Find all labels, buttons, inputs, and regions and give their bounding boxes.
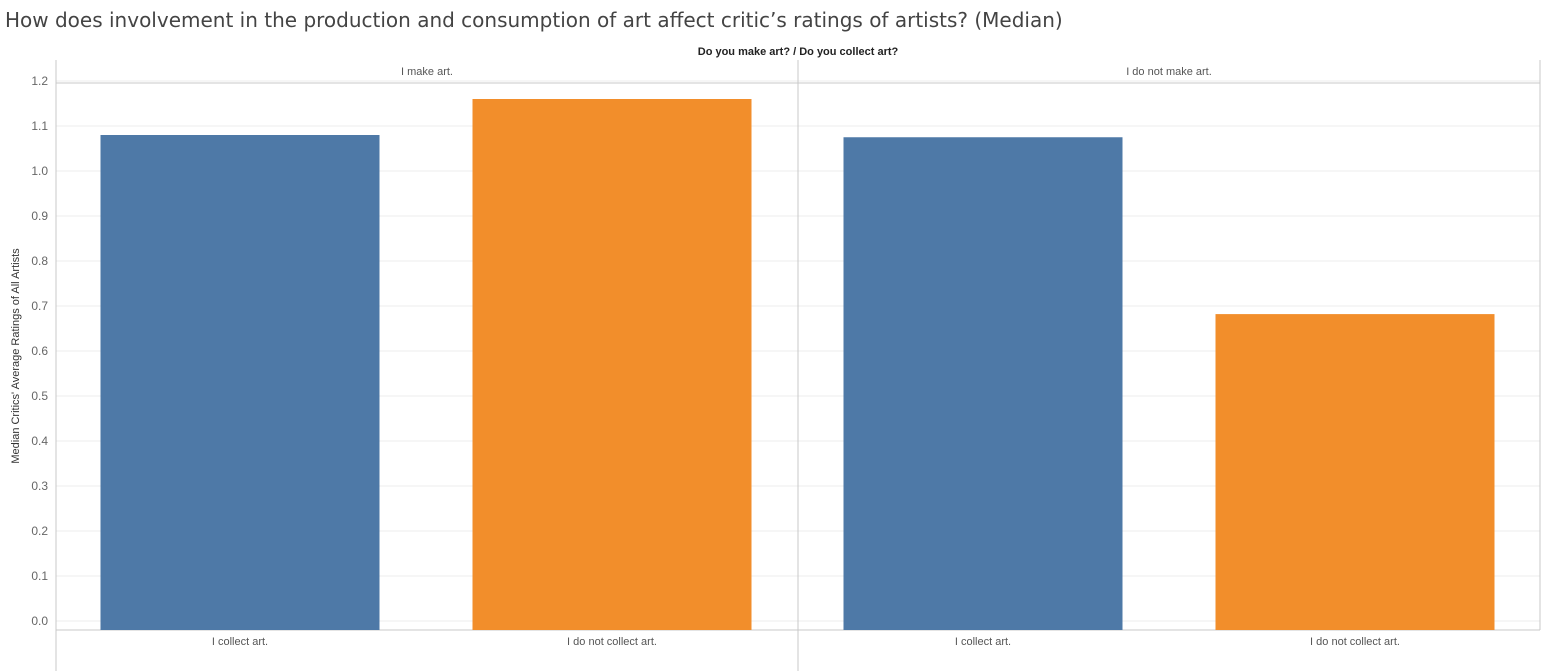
y-tick-label: 1.2 (31, 74, 48, 88)
y-tick-label: 0.7 (31, 299, 48, 313)
x-category-label: I collect art. (211, 636, 269, 648)
bar-not-make-art-collect (843, 137, 1123, 630)
y-tick-label: 0.9 (31, 209, 48, 223)
y-tick-label: 1.0 (31, 164, 48, 178)
column-header: Do you make art? / Do you collect art? (697, 46, 899, 58)
y-tick-label: 0.3 (31, 479, 48, 493)
y-tick-label: 0.8 (31, 254, 48, 268)
y-tick-label: 0.6 (31, 344, 48, 358)
y-tick-label: 0.0 (31, 614, 48, 628)
x-category-label: I do not collect art. (567, 636, 657, 648)
x-category-label: I do not collect art. (1310, 636, 1400, 648)
bar-make-art-collect (100, 135, 380, 630)
bar-not-make-art-not-collect (1215, 314, 1495, 630)
y-tick-label: 0.5 (31, 389, 48, 403)
y-tick-label: 0.4 (31, 434, 48, 448)
chart-title: How does involvement in the production a… (5, 8, 1063, 32)
panel-label-make-art: I make art. (401, 66, 453, 78)
x-category-label: I collect art. (954, 636, 1012, 648)
panel-label-not-make-art: I do not make art. (1126, 66, 1212, 78)
y-tick-label: 0.1 (31, 569, 48, 583)
y-tick-label: 0.2 (31, 524, 48, 538)
y-tick-label: 1.1 (31, 119, 48, 133)
bar-make-art-not-collect (472, 99, 752, 630)
